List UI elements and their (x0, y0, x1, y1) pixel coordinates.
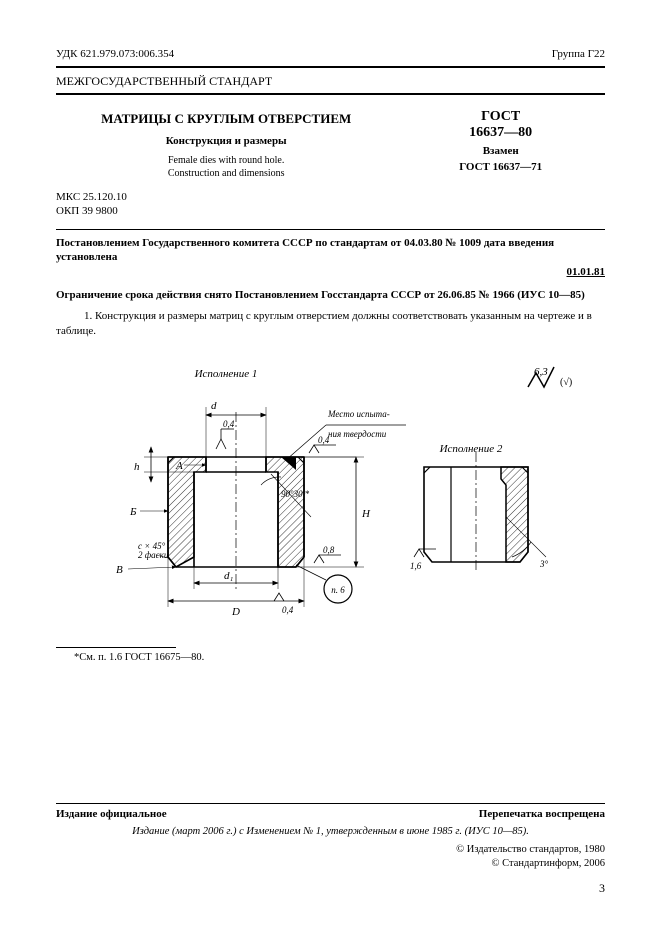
edition-note: Издание (март 2006 г.) с Изменением № 1,… (56, 826, 605, 837)
header-block: МАТРИЦЫ С КРУГЛЫМ ОТВЕРСТИЕМ Конструкция… (56, 109, 605, 180)
isp1-drawing: d 0,4 Место испыта- ния твердости 0,4 (116, 400, 406, 618)
top-row: УДК 621.979.073:006.354 Группа Г22 (56, 48, 605, 60)
H-label: H (361, 508, 371, 520)
V-label: В (116, 564, 123, 576)
edition-row: Издание официальное Перепечатка воспреще… (56, 808, 605, 820)
copyright-line-1: © Издательство стандартов, 1980 (456, 844, 605, 855)
isp2-label: Исполнение 2 (439, 443, 503, 455)
header-left: МАТРИЦЫ С КРУГЛЫМ ОТВЕРСТИЕМ Конструкция… (56, 109, 396, 180)
no-reprint: Перепечатка воспрещена (479, 808, 605, 820)
footer-block: Издание официальное Перепечатка воспреще… (56, 801, 605, 896)
footnote: *См. п. 1.6 ГОСТ 16675—80. (74, 652, 605, 663)
rough-08: 0,8 (323, 545, 335, 555)
gost-label: ГОСТ (396, 109, 605, 125)
mks-code: МКС 25.120.10 (56, 191, 127, 203)
vzamen-label: Взамен (483, 145, 519, 157)
copyright-line-2: © Стандартинформ, 2006 (492, 858, 605, 869)
vzamen-number: ГОСТ 16637—71 (459, 161, 542, 173)
official-edition: Издание официальное (56, 808, 167, 820)
isp1-label: Исполнение 1 (194, 368, 258, 380)
d1-label: d₁ (224, 570, 234, 582)
rough-16: 1,6 (410, 561, 422, 571)
rule-bottom (56, 803, 605, 804)
D-label: D (231, 606, 240, 618)
A-label: А (175, 460, 183, 472)
okp-code: ОКП 39 9800 (56, 205, 118, 217)
angle-label: 90°30′* (281, 489, 310, 499)
copyright: © Издательство стандартов, 1980 © Станда… (56, 843, 605, 871)
isp2-drawing: 1,6 3° (410, 452, 549, 572)
rough-04-bottom: 0,4 (282, 605, 294, 615)
en-line-1: Female dies with round hole. (168, 155, 284, 166)
en-line-2: Construction and dimensions (168, 168, 285, 179)
surface-roughness-icon: 6,3 (√) (528, 366, 572, 388)
hardness-1: Место испыта- (327, 409, 390, 419)
decree-2: Ограничение срока действия снято Постано… (56, 288, 605, 303)
rough-04-top: 0,4 (223, 419, 235, 429)
title-en: Female dies with round hole. Constructio… (56, 155, 396, 180)
page-number: 3 (56, 881, 605, 896)
p6-label: п. 6 (331, 585, 345, 595)
classification-codes: МКС 25.120.10 ОКП 39 9800 (56, 190, 605, 219)
gost-number: 16637—80 (396, 125, 605, 141)
group-label: Группа Г22 (552, 48, 605, 60)
udk-label: УДК 621.979.073:006.354 (56, 48, 174, 60)
subtitle-ru: Конструкция и размеры (56, 135, 396, 147)
drawing-svg: 6,3 (√) Исполнение 1 Исполнение 2 (56, 357, 605, 637)
angle3-label: 3° (539, 559, 549, 569)
paragraph-1: 1. Конструкция и размеры матриц с круглы… (56, 309, 605, 339)
ra-paren: (√) (560, 377, 572, 388)
decree-1-text: Постановлением Государственного комитета… (56, 237, 554, 264)
h-label: h (134, 461, 140, 473)
decree-date: 01.01.81 (56, 265, 605, 280)
title-ru: МАТРИЦЫ С КРУГЛЫМ ОТВЕРСТИЕМ (56, 111, 396, 127)
rough-04-right: 0,4 (318, 435, 330, 445)
page: УДК 621.979.073:006.354 Группа Г22 МЕЖГО… (0, 0, 661, 936)
hardness-2: ния твердости (328, 429, 387, 439)
technical-drawing: 6,3 (√) Исполнение 1 Исполнение 2 (56, 357, 605, 637)
rule-mid-1 (56, 229, 605, 230)
rule-top-1 (56, 66, 605, 68)
d-label: d (211, 400, 217, 412)
decree-1: Постановлением Государственного комитета… (56, 236, 605, 281)
header-right: ГОСТ 16637—80 Взамен ГОСТ 16637—71 (396, 109, 605, 180)
interstate-standard-title: МЕЖГОСУДАРСТВЕННЫЙ СТАНДАРТ (56, 74, 605, 89)
footnote-rule (56, 647, 176, 648)
B-label: Б (129, 506, 137, 518)
rule-top-2 (56, 93, 605, 95)
